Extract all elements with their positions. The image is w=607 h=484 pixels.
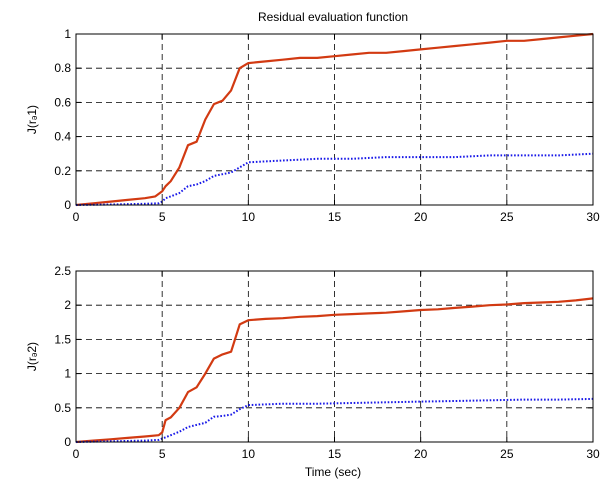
x-tick-label: 20 [414, 210, 428, 224]
x-tick-label: 0 [73, 447, 80, 461]
y-tick-label: 0.2 [54, 164, 71, 178]
x-tick-label: 20 [414, 447, 428, 461]
figure-title: Residual evaluation function [258, 10, 408, 24]
x-tick-label: 10 [242, 210, 256, 224]
x-tick-label: 15 [328, 447, 342, 461]
y-tick-label: 1.5 [54, 332, 71, 346]
x-tick-label: 0 [73, 210, 80, 224]
x-axis-label: Time (sec) [305, 465, 361, 479]
y-tick-label: 2.5 [54, 264, 71, 278]
subplot-top: 0 5 10 15 20 25 30 0 0.2 0.4 0.6 0.8 1 J(rₔ1) [25, 27, 600, 224]
y-tick-label: 0.4 [54, 130, 71, 144]
y-tick-label: 0.5 [54, 401, 71, 415]
x-tick-label: 30 [586, 210, 600, 224]
y-axis-label: J(rₔ2) [25, 342, 39, 371]
red-series-line [75, 297, 594, 444]
y-tick-label: 1 [64, 367, 71, 381]
subplot-bottom: 0 5 10 15 20 25 30 0 0.5 1 1.5 2 2.5 J(rₔ2) [25, 264, 600, 461]
y-tick-label: 0.8 [54, 61, 71, 75]
x-tick-label: 5 [159, 447, 166, 461]
y-tick-label: 0 [64, 198, 71, 212]
x-tick-label: 25 [500, 210, 514, 224]
y-tick-label: 2 [64, 298, 71, 312]
y-tick-label: 0.6 [54, 95, 71, 109]
x-tick-label: 5 [159, 210, 166, 224]
x-tick-label: 10 [242, 447, 256, 461]
x-tick-label: 30 [586, 447, 600, 461]
red-series-line [75, 32, 594, 207]
y-tick-label: 0 [64, 435, 71, 449]
x-tick-label: 15 [328, 210, 342, 224]
y-tick-label: 1 [64, 27, 71, 41]
x-tick-label: 25 [500, 447, 514, 461]
y-axis-label: J(rₔ1) [25, 105, 39, 134]
